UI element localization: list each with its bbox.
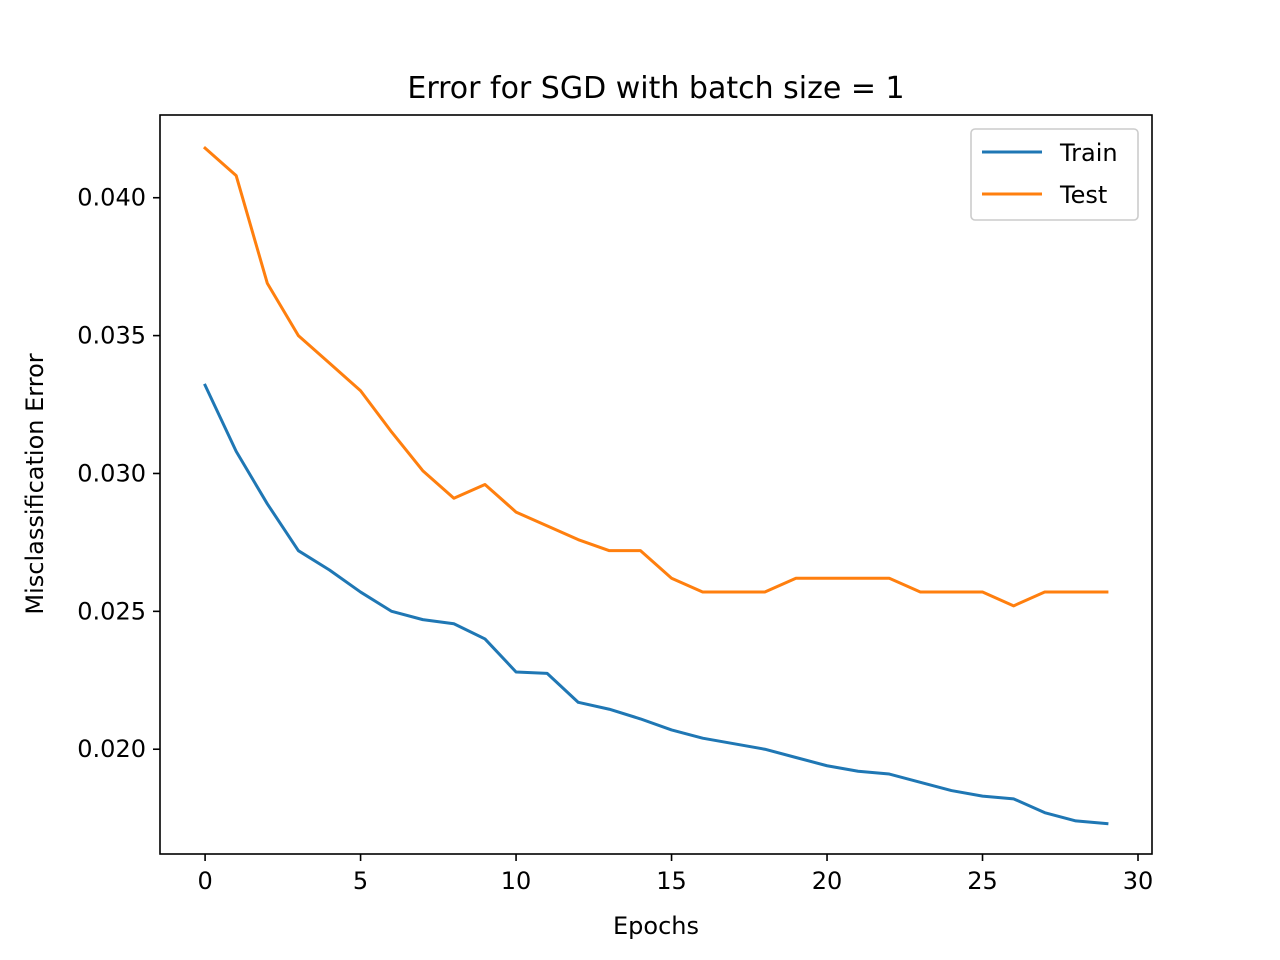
y-tick-label: 0.040 [77, 184, 146, 212]
legend-label-test: Test [1059, 181, 1107, 209]
y-tick-label: 0.025 [77, 597, 146, 625]
y-tick-label: 0.035 [77, 322, 146, 350]
plot-lines [202, 145, 1109, 826]
y-tick-label: 0.020 [77, 735, 146, 763]
y-tick-label: 0.030 [77, 459, 146, 487]
x-tick-label: 30 [1123, 867, 1154, 895]
x-axis-label: Epochs [613, 912, 699, 940]
x-tick-label: 0 [197, 867, 212, 895]
y-axis-ticks: 0.020 0.025 0.030 0.035 0.040 [77, 184, 160, 763]
x-axis-ticks: 0 5 10 15 20 25 30 [197, 854, 1153, 895]
plot-frame [159, 114, 1153, 855]
x-tick-label: 15 [656, 867, 687, 895]
x-tick-label: 10 [501, 867, 532, 895]
legend: Train Test [970, 128, 1139, 221]
x-tick-label: 5 [353, 867, 368, 895]
x-tick-label: 20 [812, 867, 843, 895]
legend-label-train: Train [1059, 139, 1118, 167]
chart-title: Error for SGD with batch size = 1 [407, 71, 904, 106]
series-line-test [202, 145, 1109, 608]
series-line-train [203, 383, 1109, 826]
x-tick-label: 25 [967, 867, 998, 895]
y-axis-label: Misclassification Error [21, 353, 49, 614]
